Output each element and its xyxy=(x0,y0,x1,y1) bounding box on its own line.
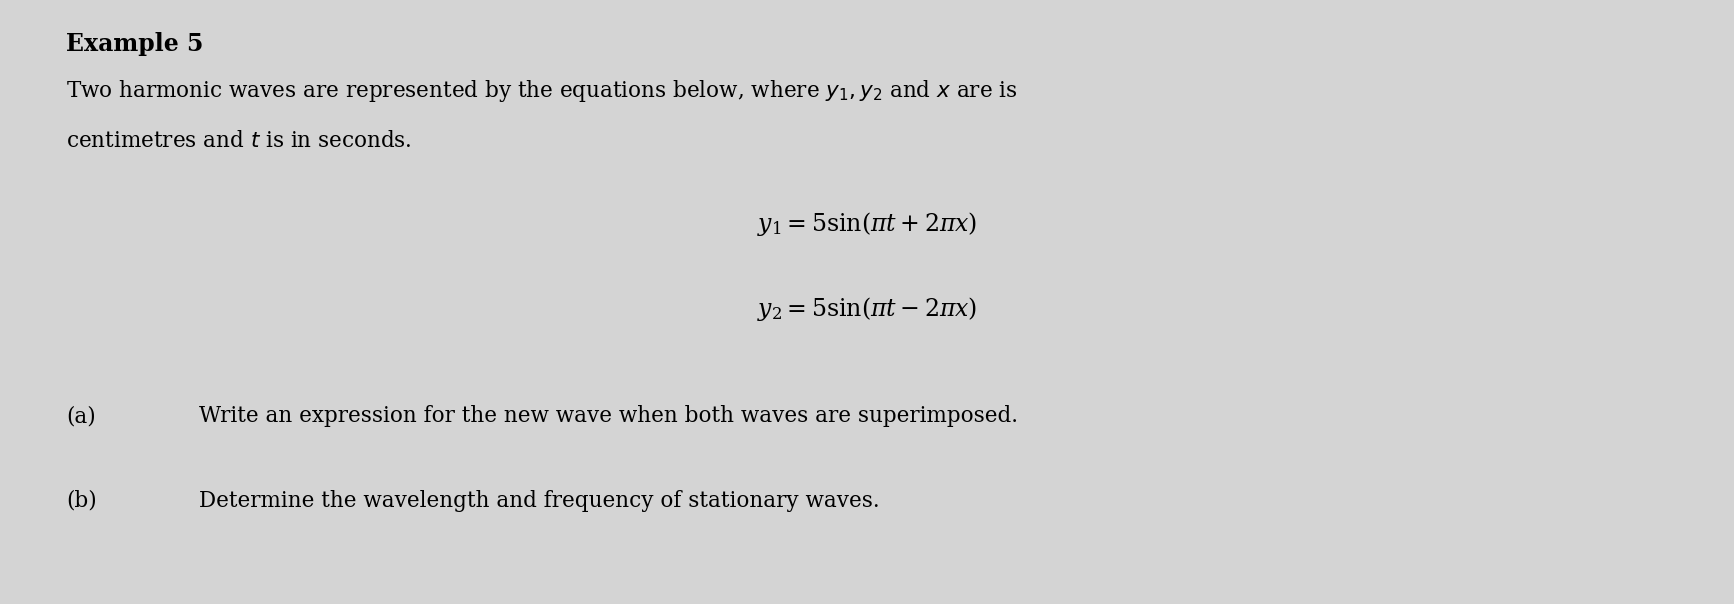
Text: (b): (b) xyxy=(66,490,97,512)
Text: $y_1 = 5\sin(\pi t + 2\pi x)$: $y_1 = 5\sin(\pi t + 2\pi x)$ xyxy=(756,210,978,238)
Text: Determine the wavelength and frequency of stationary waves.: Determine the wavelength and frequency o… xyxy=(199,490,881,512)
Text: centimetres and $t$ is in seconds.: centimetres and $t$ is in seconds. xyxy=(66,130,411,152)
Text: $y_2 = 5\sin(\pi t - 2\pi x)$: $y_2 = 5\sin(\pi t - 2\pi x)$ xyxy=(756,295,978,323)
Text: (a): (a) xyxy=(66,405,95,427)
Text: Write an expression for the new wave when both waves are superimposed.: Write an expression for the new wave whe… xyxy=(199,405,1018,427)
Text: Example 5: Example 5 xyxy=(66,32,203,56)
Text: Two harmonic waves are represented by the equations below, where $y_1, y_2$ and : Two harmonic waves are represented by th… xyxy=(66,78,1018,104)
